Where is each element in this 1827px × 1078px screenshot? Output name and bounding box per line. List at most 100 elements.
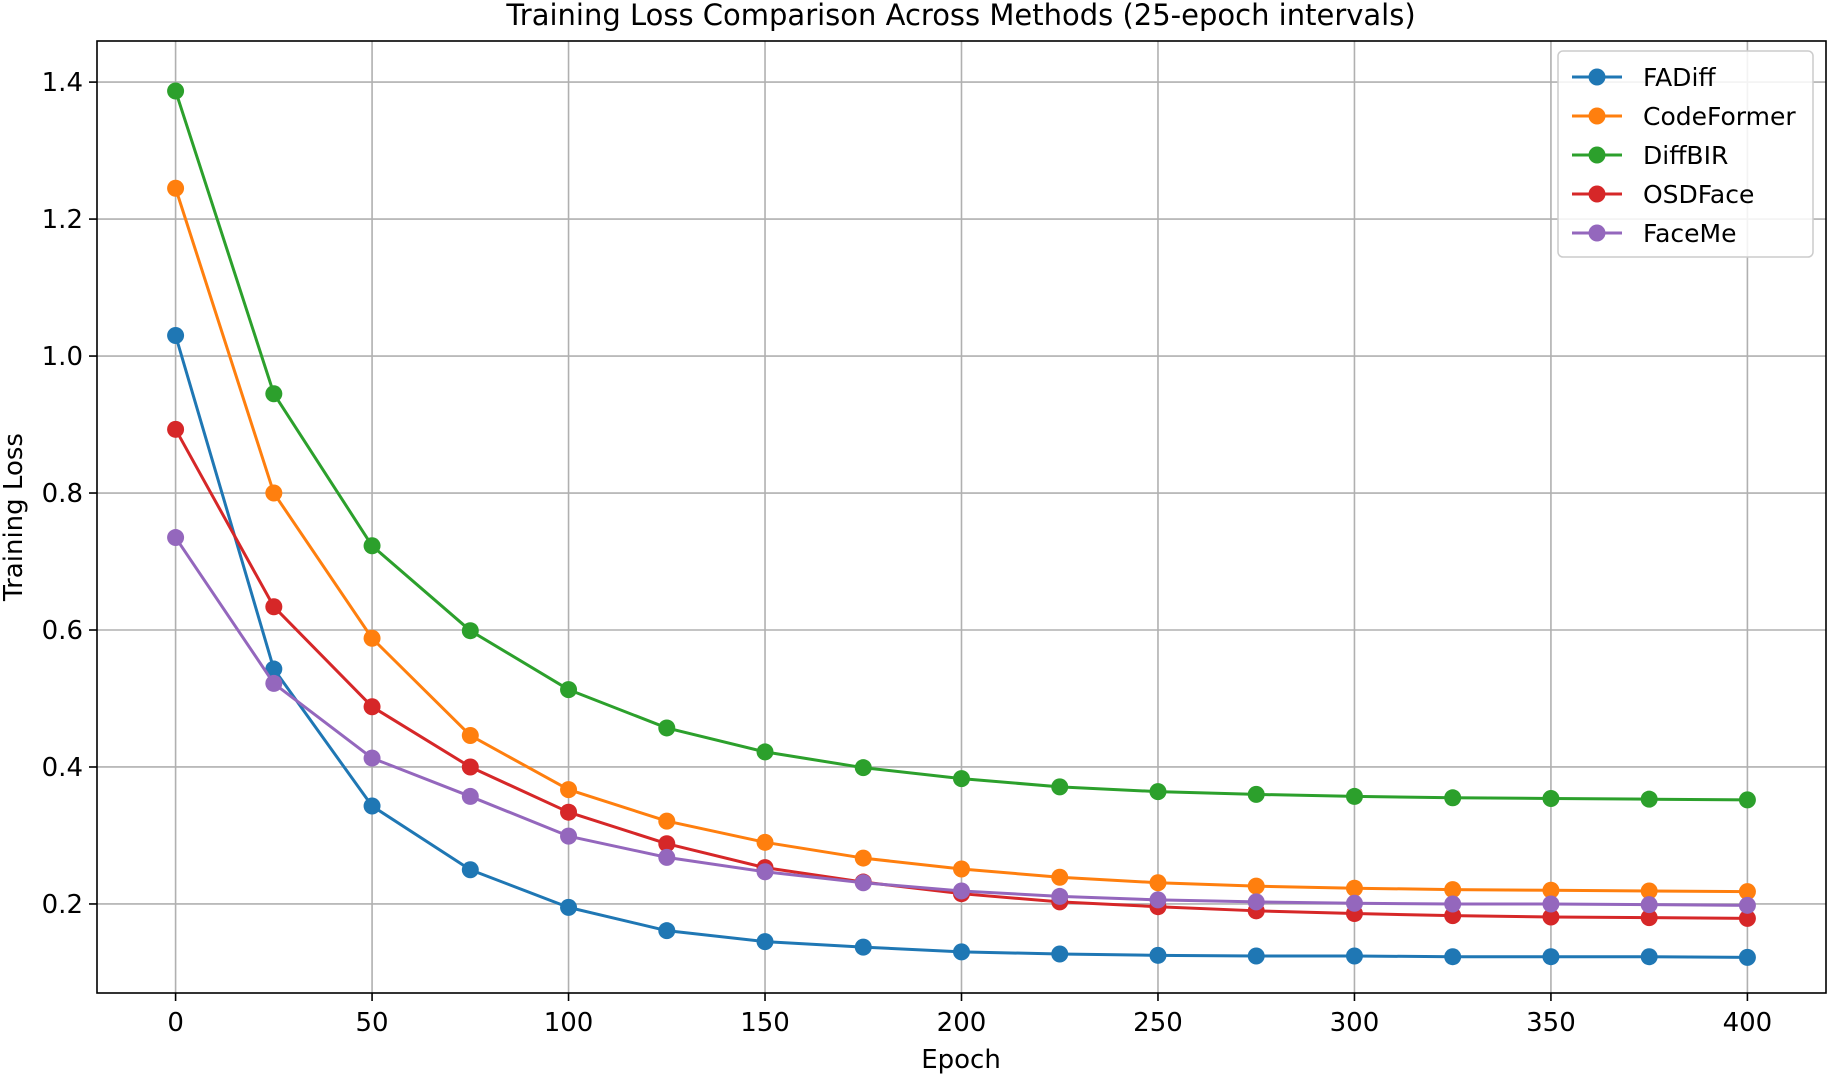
data-point-faceme — [265, 674, 283, 692]
data-point-faceme — [658, 848, 676, 866]
series-layer — [167, 82, 1756, 966]
data-point-diffbir — [1149, 783, 1167, 801]
data-point-codeformer — [1640, 882, 1658, 900]
legend-label: OSDFace — [1643, 180, 1754, 209]
data-point-fadiff — [1345, 947, 1363, 965]
data-point-codeformer — [1738, 883, 1756, 901]
data-point-faceme — [1345, 894, 1363, 912]
x-tick-label: 50 — [356, 1008, 389, 1038]
data-point-diffbir — [953, 770, 970, 788]
data-point-diffbir — [560, 681, 578, 699]
data-point-codeformer — [560, 781, 578, 799]
series-diffbir — [167, 82, 1756, 809]
data-point-fadiff — [560, 898, 578, 916]
x-tick-label: 350 — [1526, 1008, 1576, 1038]
data-point-fadiff — [363, 797, 381, 815]
data-point-faceme — [560, 827, 578, 845]
legend-frame — [1557, 50, 1814, 258]
data-point-fadiff — [1640, 948, 1658, 966]
y-tick-label: 0.8 — [42, 479, 83, 509]
data-point-fadiff — [461, 861, 479, 879]
data-point-faceme — [1149, 891, 1167, 909]
data-point-osdface — [1640, 909, 1658, 927]
data-point-codeformer — [1247, 877, 1265, 895]
data-point-fadiff — [756, 933, 774, 951]
y-tick-label: 0.4 — [42, 753, 83, 783]
data-point-diffbir — [363, 537, 381, 555]
legend-label: CodeFormer — [1643, 102, 1796, 131]
series-codeformer — [167, 179, 1756, 901]
data-point-faceme — [756, 863, 774, 881]
data-point-codeformer — [854, 849, 872, 867]
chart-title: Training Loss Comparison Across Methods … — [505, 0, 1415, 32]
data-point-codeformer — [658, 812, 676, 830]
data-point-diffbir — [1640, 790, 1658, 808]
data-point-osdface — [265, 598, 283, 616]
data-point-codeformer — [1542, 881, 1560, 899]
data-point-codeformer — [1051, 868, 1069, 886]
data-point-codeformer — [363, 629, 381, 647]
data-point-diffbir — [1444, 789, 1462, 807]
data-point-osdface — [658, 835, 676, 853]
data-point-diffbir — [167, 82, 185, 100]
data-point-fadiff — [1247, 947, 1265, 965]
legend-item-faceme: FaceMe — [1572, 219, 1736, 248]
data-point-diffbir — [854, 759, 872, 777]
data-point-osdface — [363, 698, 381, 716]
legend-item-osdface: OSDFace — [1572, 180, 1754, 209]
data-point-faceme — [461, 787, 479, 805]
data-point-codeformer — [265, 484, 283, 502]
data-point-faceme — [1640, 896, 1658, 914]
data-point-codeformer — [953, 860, 970, 878]
data-point-codeformer — [756, 833, 774, 851]
x-tick-label: 300 — [1330, 1008, 1380, 1038]
data-point-faceme — [1738, 896, 1756, 914]
legend-label: FaceMe — [1643, 219, 1736, 248]
data-point-fadiff — [1738, 948, 1756, 966]
y-tick-label: 1.2 — [42, 205, 83, 235]
data-point-fadiff — [1149, 946, 1167, 964]
x-tick-label: 400 — [1723, 1008, 1773, 1038]
x-axis-title: Epoch — [921, 1045, 1001, 1074]
data-point-faceme — [1444, 895, 1462, 913]
data-point-faceme — [854, 874, 872, 892]
data-point-faceme — [363, 749, 381, 767]
x-tick-label: 100 — [544, 1008, 594, 1038]
data-point-fadiff — [658, 922, 676, 940]
legend-swatch-marker — [1588, 185, 1606, 203]
data-point-diffbir — [756, 743, 774, 761]
data-point-faceme — [1051, 887, 1069, 905]
y-tick-label: 1.0 — [42, 342, 83, 372]
data-point-diffbir — [461, 622, 479, 640]
data-point-osdface — [1542, 908, 1560, 926]
data-point-diffbir — [1738, 791, 1756, 809]
series-fadiff — [167, 327, 1756, 966]
y-axis-title: Training Loss — [0, 433, 29, 602]
data-point-fadiff — [953, 943, 970, 961]
data-point-codeformer — [1345, 879, 1363, 897]
legend-swatch-marker — [1588, 68, 1606, 86]
legend-label: FADiff — [1643, 63, 1716, 92]
x-tick-label: 250 — [1133, 1008, 1183, 1038]
data-point-fadiff — [854, 938, 872, 956]
legend-swatch-marker — [1588, 224, 1606, 242]
x-tick-label: 0 — [167, 1008, 184, 1038]
y-tick-label: 0.6 — [42, 616, 83, 646]
series-faceme — [167, 529, 1756, 914]
data-point-osdface — [461, 758, 479, 776]
legend-swatch-marker — [1588, 107, 1606, 125]
y-tick-label: 0.2 — [42, 890, 83, 920]
data-point-diffbir — [658, 719, 676, 737]
legend-item-diffbir: DiffBIR — [1572, 141, 1728, 170]
data-point-codeformer — [461, 726, 479, 744]
tick-layer: 0 50 100 150 200 250 300 350 400 0.2 0.4 0.6 0.8 1.0 1… — [42, 68, 1773, 1038]
data-point-osdface — [167, 420, 185, 438]
data-point-fadiff — [1051, 945, 1069, 963]
data-point-diffbir — [1247, 785, 1265, 803]
data-point-osdface — [1738, 909, 1756, 927]
x-tick-label: 150 — [740, 1008, 790, 1038]
data-point-osdface — [560, 803, 578, 821]
data-point-faceme — [167, 529, 185, 547]
data-point-faceme — [1542, 895, 1560, 913]
